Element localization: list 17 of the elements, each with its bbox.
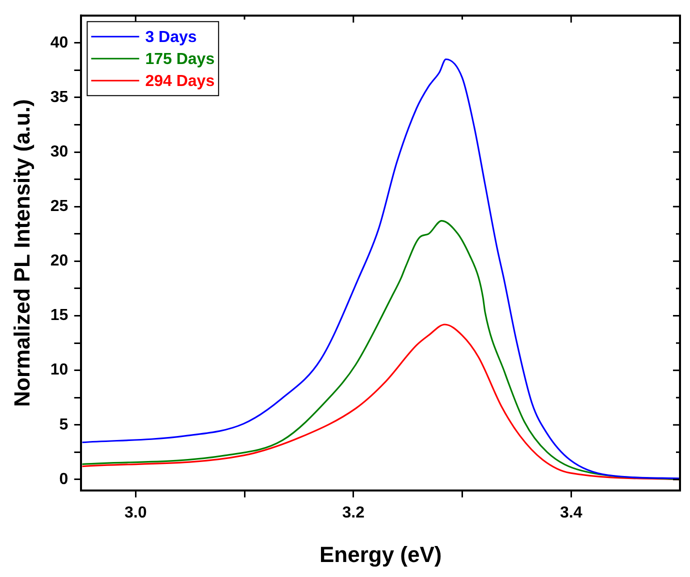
legend-label: 175 Days: [145, 51, 215, 68]
y-tick-label: 30: [50, 143, 68, 160]
x-tick-label: 3.0: [124, 504, 147, 522]
y-tick-label: 35: [50, 88, 68, 106]
y-tick-label: 40: [50, 34, 68, 52]
y-axis-title: Normalized PL Intensity (a.u.): [9, 99, 34, 407]
x-tick-label: 3.2: [342, 504, 365, 522]
y-tick-label: 10: [50, 362, 68, 379]
y-tick-label: 15: [50, 307, 68, 324]
y-tick-label: 5: [59, 416, 68, 434]
x-tick-label: 3.4: [560, 504, 582, 522]
y-tick-label: 0: [59, 470, 68, 488]
x-axis-title: Energy (eV): [319, 542, 442, 567]
y-tick-label: 20: [50, 252, 68, 270]
legend-label: 294 Days: [145, 73, 215, 90]
y-tick-label: 25: [50, 198, 68, 216]
legend-label: 3 Days: [145, 29, 197, 46]
